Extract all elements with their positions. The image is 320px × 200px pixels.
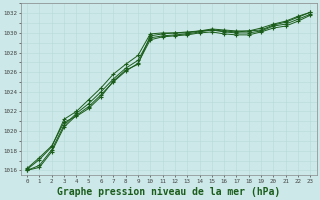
X-axis label: Graphe pression niveau de la mer (hPa): Graphe pression niveau de la mer (hPa) [57, 186, 280, 197]
